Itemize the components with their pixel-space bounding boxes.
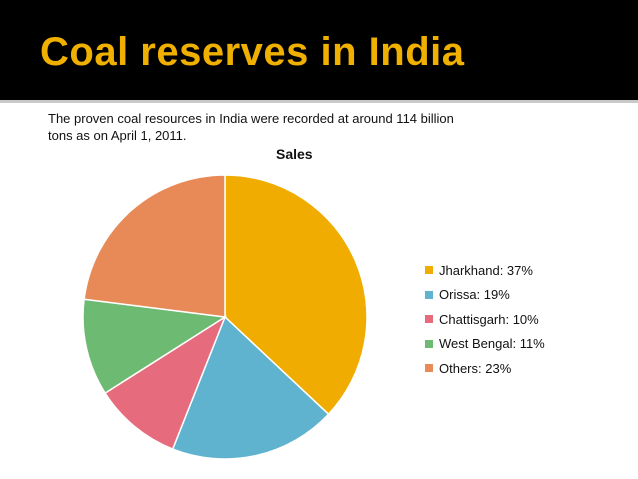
chart-legend: Jharkhand: 37% Orissa: 19% Chattisgarh: 10…: [425, 258, 545, 381]
legend-item-orissa: Orissa: 19%: [425, 283, 545, 308]
intro-text: The proven coal resources in India were …: [48, 111, 454, 143]
chart-title: Sales: [276, 146, 313, 162]
legend-label: Chattisgarh: 10%: [439, 311, 539, 327]
legend-swatch: [425, 266, 433, 275]
legend-label: Jharkhand: 37%: [439, 262, 533, 278]
legend-item-others: Others: 23%: [425, 356, 545, 381]
legend-item-jharkhand: Jharkhand: 37%: [425, 258, 545, 283]
title-bar: [0, 0, 638, 100]
legend-label: West Bengal: 11%: [439, 336, 545, 352]
slide-title: Coal reserves in India: [40, 30, 465, 74]
legend-item-chattisgarh: Chattisgarh: 10%: [425, 307, 545, 332]
legend-swatch: [425, 364, 433, 373]
legend-label: Orissa: 19%: [439, 287, 510, 303]
legend-item-west-bengal: West Bengal: 11%: [425, 332, 545, 357]
pie-slice-west-bengal: [82, 298, 228, 395]
legend-label: Others: 23%: [439, 360, 512, 376]
legend-swatch: [425, 339, 433, 348]
pie-slice-chattisgarh: [104, 315, 227, 451]
title-divider: [0, 100, 638, 103]
legend-swatch: [425, 315, 433, 324]
legend-swatch: [425, 290, 433, 299]
pie-slice-jharkhand: [224, 174, 368, 416]
pie-slice-others: [83, 174, 226, 318]
